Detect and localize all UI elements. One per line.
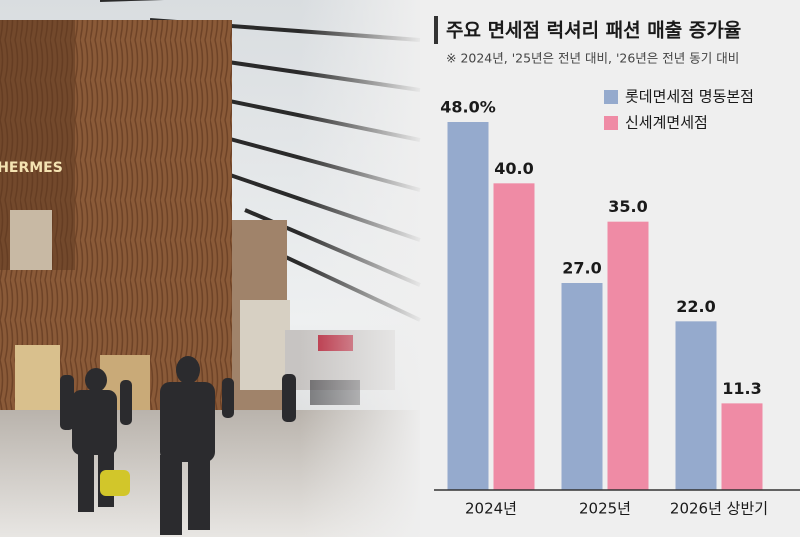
- value-label: 48.0%: [440, 98, 496, 117]
- value-label: 40.0: [494, 159, 533, 178]
- value-label: 35.0: [608, 197, 647, 216]
- chart-title: 주요 면세점 럭셔리 패션 매출 증가율: [446, 20, 741, 42]
- legend-label: 신세계면세점: [625, 114, 708, 132]
- bar: [721, 403, 763, 490]
- bar: [675, 321, 717, 490]
- x-tick-label: 2025년: [579, 500, 631, 518]
- title-bar: [434, 16, 438, 44]
- x-tick-label: 2024년: [465, 500, 517, 518]
- legend-swatch: [604, 116, 618, 130]
- chart-subtitle: ※ 2024년, '25년은 전년 대비, '26년은 전년 동기 대비: [446, 51, 739, 66]
- value-label: 11.3: [722, 379, 761, 398]
- bar: [561, 283, 603, 490]
- legend-label: 롯데면세점 명동본점: [625, 88, 754, 106]
- photo-sign: HERMES: [0, 160, 63, 176]
- legend-swatch: [604, 90, 618, 104]
- value-label: 27.0: [562, 259, 601, 278]
- bar: [447, 122, 489, 490]
- value-label: 22.0: [676, 297, 715, 316]
- bar: [607, 221, 649, 490]
- bar: [493, 183, 535, 491]
- x-tick-label: 2026년 상반기: [670, 500, 768, 518]
- photo: HERMES: [0, 0, 425, 537]
